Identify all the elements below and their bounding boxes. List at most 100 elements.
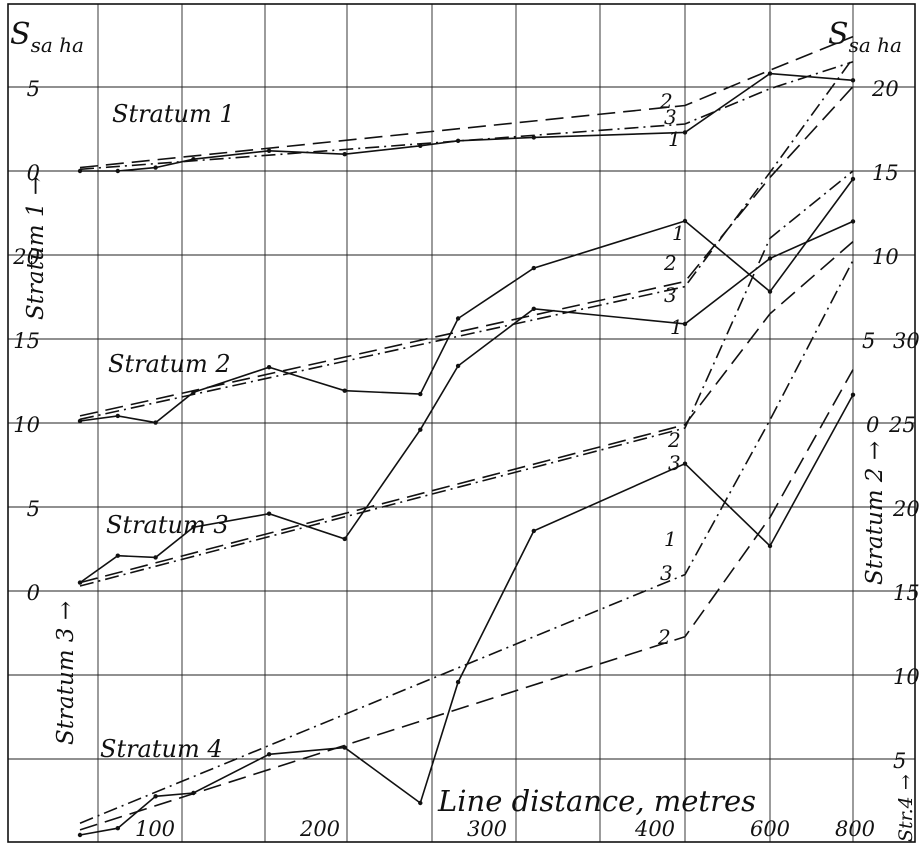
stratum-1-point <box>682 130 688 135</box>
x-axis-label: Line distance, metres <box>437 784 756 818</box>
stratum-4-point <box>115 826 121 831</box>
stratum-4-series-1-label: 1 <box>664 527 677 551</box>
stratum-4-series-2-line <box>79 369 854 831</box>
chart-frame <box>7 3 916 843</box>
stratum-4-point <box>266 752 272 757</box>
stratum-4-series-1-line <box>79 394 854 836</box>
x-tick-label: 100 <box>135 817 175 841</box>
stratum-1-point <box>850 78 856 83</box>
right-tick-label-b: 25 <box>888 413 916 437</box>
stratum-2-point <box>767 289 773 294</box>
stratum-1-series-2-line <box>79 35 854 169</box>
grid-layer <box>8 4 915 842</box>
stratum-2-point <box>418 391 423 397</box>
left-tick-label: 10 <box>13 413 40 437</box>
x-tick-label: 200 <box>299 817 340 841</box>
left-tick-label: 0 <box>27 161 40 185</box>
stratum4-axis-label: Str.4 → <box>895 774 917 842</box>
stratum-2-series-1-label: 1 <box>672 221 685 245</box>
stratum-2-series-3-line <box>79 57 854 421</box>
stratum-4-point <box>418 800 423 806</box>
x-tick-label: 600 <box>750 817 790 841</box>
stratum-3-name-label: Stratum 3 <box>106 511 229 539</box>
stratum-3-point <box>850 219 856 224</box>
stratum-1-point <box>266 148 272 153</box>
stratum-2-point <box>77 418 83 424</box>
stratum-1-series-1-label: 1 <box>668 127 681 151</box>
stratum-1-group <box>77 35 856 174</box>
stratum-1-point <box>531 135 536 140</box>
stratum-1-name-label: Stratum 1 <box>112 100 235 128</box>
stratum-2-point <box>153 420 158 425</box>
stratum-1-point <box>767 71 773 76</box>
stratum-4-point <box>77 832 83 838</box>
x-tick-label: 800 <box>835 817 875 841</box>
right-tick-label-b: 15 <box>893 581 920 605</box>
stratum1-axis-label: Stratum 1 → <box>23 176 49 320</box>
series-layer <box>77 35 856 838</box>
right-tick-label-b: 5 <box>893 749 906 773</box>
stratum-2-series-2-label: 2 <box>663 251 677 275</box>
stratum-1-series-3-label: 3 <box>664 105 677 129</box>
stratum3-axis-label: Stratum 3 → <box>53 601 79 745</box>
stratum-4-point <box>455 679 461 685</box>
stratum-4-point <box>531 528 536 534</box>
stratum-3-series-3-line <box>79 170 854 587</box>
stratum-1-point <box>342 152 347 157</box>
right-tick-label-a: 20 <box>871 77 899 101</box>
stratum-3-point <box>153 555 158 560</box>
label-layer: Ssa ha Ssa ha Line distance, metres Stra… <box>10 17 920 842</box>
stratum-3-group <box>77 170 856 587</box>
stratum-2-point <box>115 413 121 419</box>
stratum-2-series-2-line <box>79 86 854 417</box>
stratum-4-series-3-line <box>79 260 854 824</box>
stratum-2-group <box>77 57 856 425</box>
stratum2-axis-label: Stratum 2 → <box>862 441 888 585</box>
right-tick-label-b: 30 <box>893 329 920 353</box>
stratum-3-point <box>531 306 536 311</box>
stratum-2-name-label: Stratum 2 <box>108 350 231 378</box>
left-tick-label: 5 <box>27 497 40 521</box>
top-left-s-label: Ssa ha <box>10 17 84 57</box>
stratum-4-point <box>153 794 158 799</box>
left-tick-label: 20 <box>12 245 40 269</box>
left-tick-label: 15 <box>13 329 40 353</box>
stratum-4-point <box>767 543 773 549</box>
stratum-3-point <box>455 363 461 369</box>
x-tick-label: 400 <box>634 817 675 841</box>
top-right-s-label: Ssa ha <box>828 17 902 57</box>
stratum-3-series-1-label: 1 <box>670 315 683 339</box>
stratum-2-point <box>850 176 856 182</box>
stratum-1-series-3-line <box>79 61 854 171</box>
stratum-3-series-2-line <box>79 240 854 584</box>
stratum-3-point <box>342 536 347 542</box>
stratum-1-series-2-label: 2 <box>659 89 673 113</box>
stratum-4-series-3-label: 3 <box>660 561 673 585</box>
right-tick-label-b: 20 <box>892 497 920 521</box>
stratum-3-point <box>682 321 688 327</box>
stratum-3-series-3-label: 3 <box>668 451 681 475</box>
right-tick-label-a: 0 <box>866 413 879 437</box>
stratum-4-group <box>77 260 856 838</box>
stratum-3-point <box>266 511 272 516</box>
stratum-1-point <box>115 168 121 174</box>
stratum-1-point <box>153 165 158 170</box>
right-tick-label-b: 10 <box>893 665 920 689</box>
right-tick-label-a: 10 <box>872 245 899 269</box>
left-tick-label: 5 <box>27 77 40 101</box>
stratum-4-point <box>850 392 856 397</box>
stratum-2-series-1-line <box>79 178 854 424</box>
right-tick-label-a: 5 <box>862 329 875 353</box>
stratum-3-series-2-label: 2 <box>667 428 681 452</box>
right-tick-label-a: 15 <box>872 161 899 185</box>
stratum-4-point <box>682 461 688 466</box>
stratum-2-point <box>455 316 461 321</box>
stratum-2-point <box>266 365 272 370</box>
x-tick-label: 300 <box>467 817 507 841</box>
stratum-3-point <box>418 427 423 432</box>
stratum-2-series-3-label: 3 <box>664 283 677 307</box>
stratum-3-point <box>191 525 196 530</box>
stratum-2-point <box>682 218 688 224</box>
stratum-3-series-1-line <box>79 220 854 584</box>
